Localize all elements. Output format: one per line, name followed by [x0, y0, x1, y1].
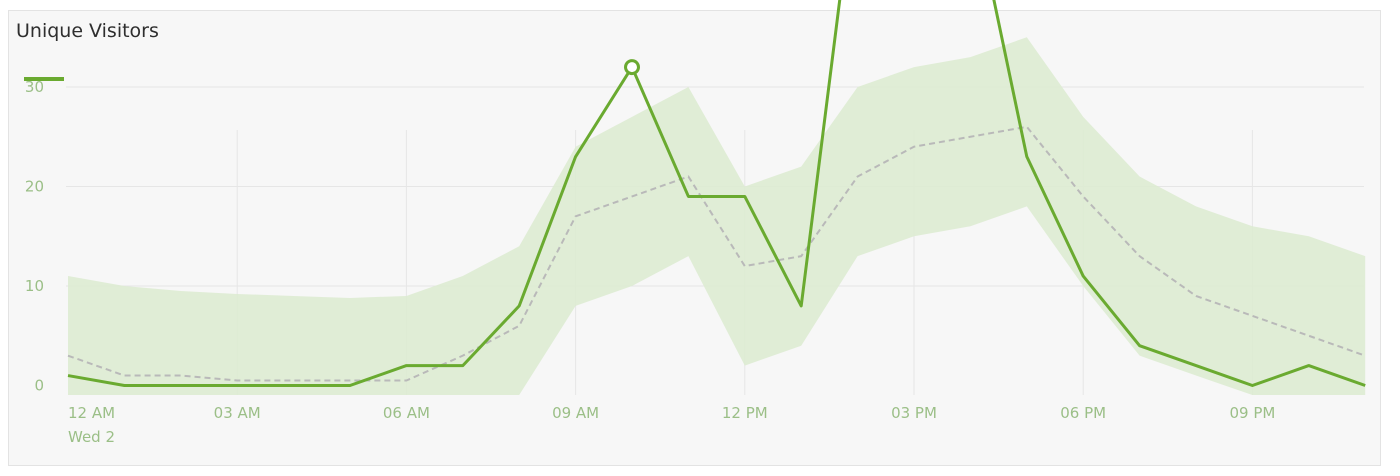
y-axis-ticks: 01020304050 [25, 78, 44, 395]
actual-series-line [67, 0, 1366, 387]
chart-title: Unique Visitors [16, 20, 159, 42]
actual-line [67, 0, 1366, 387]
y-tick-label: 20 [25, 178, 44, 196]
expected-range-band [68, 37, 1366, 395]
expected-line [67, 125, 1366, 382]
y-tick-label: 10 [25, 277, 44, 295]
x-tick-label: 12 PM [722, 404, 768, 422]
anomaly-point[interactable] [624, 59, 640, 76]
x-tick-label: 03 AM [214, 404, 261, 422]
x-tick-sublabel: Wed 2 [68, 428, 115, 446]
y-tick-label: 0 [34, 377, 44, 395]
y-tick-label: 30 [25, 78, 44, 96]
expected-series-line [67, 125, 1366, 382]
title-accent-bar [24, 77, 64, 81]
x-tick-label: 06 AM [383, 404, 430, 422]
x-tick-label: 09 AM [552, 404, 599, 422]
band-area [68, 37, 1366, 395]
x-tick-label: 06 PM [1060, 404, 1106, 422]
x-tick-label: 12 AM [68, 404, 115, 422]
x-axis-ticks: 12 AM Wed 2 03 AM 06 AM 09 AM 12 PM 03 PM 06 PM… [68, 404, 1275, 446]
x-tick-label: 09 PM [1229, 404, 1275, 422]
x-tick-label: 03 PM [891, 404, 937, 422]
